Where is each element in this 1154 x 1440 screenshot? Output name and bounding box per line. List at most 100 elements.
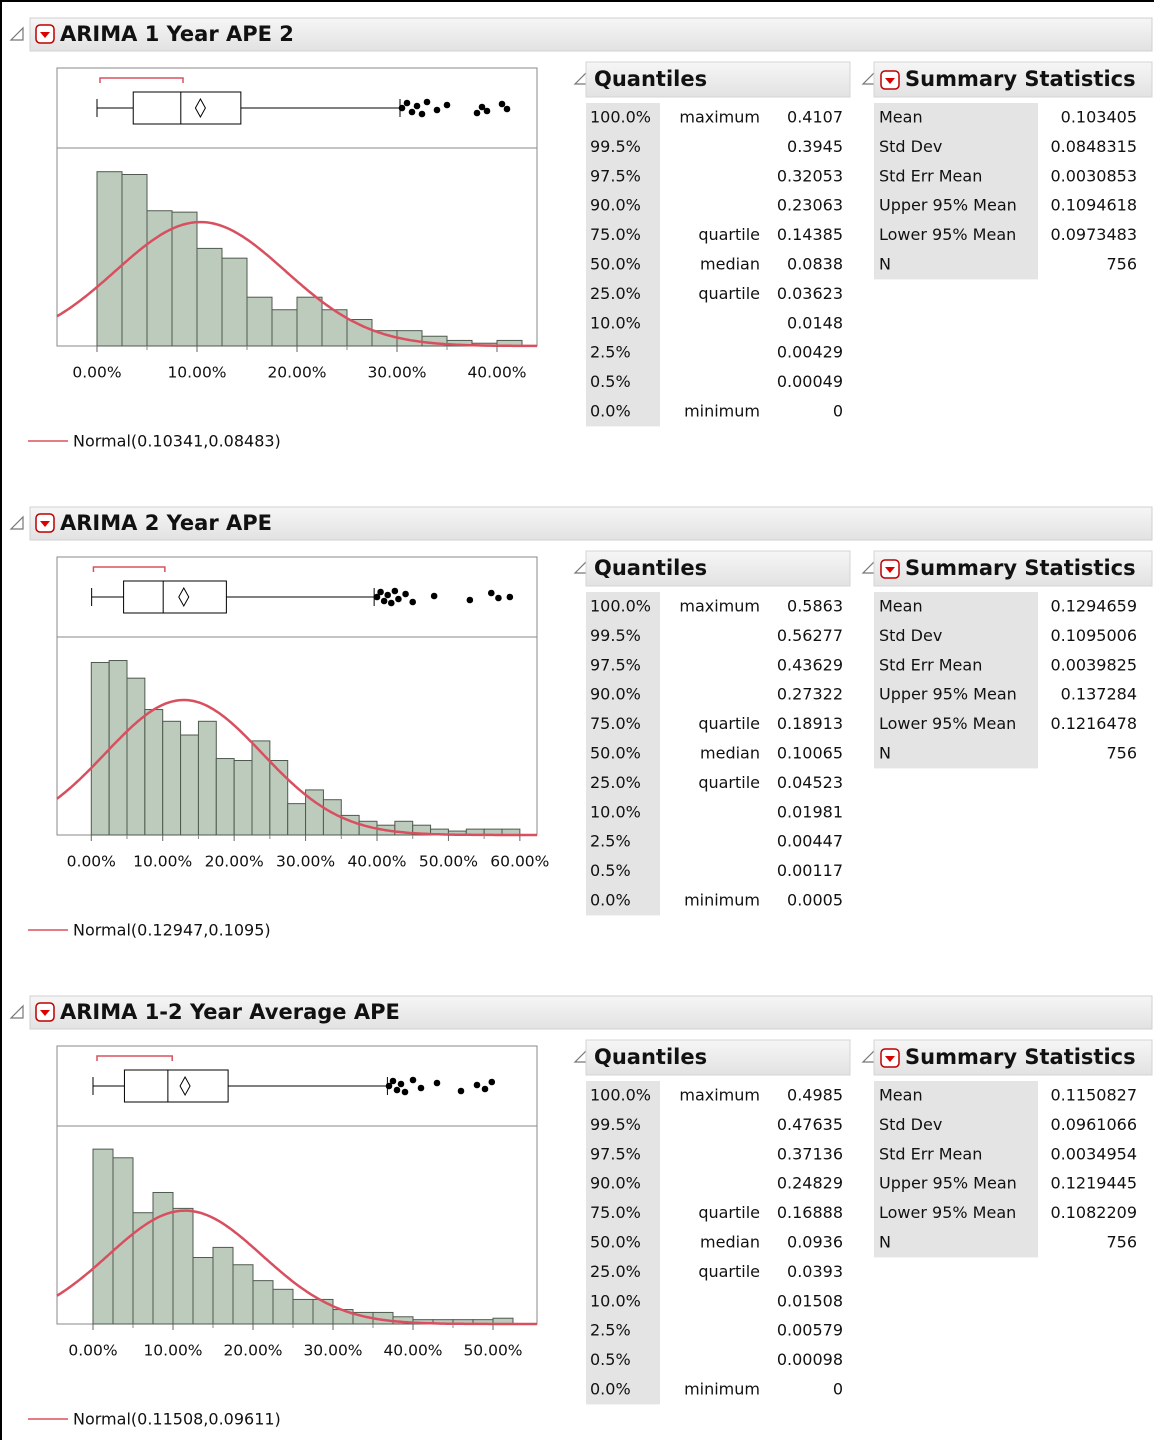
histogram-bar	[312, 1298, 334, 1325]
quantile-value: 0.00098	[777, 1350, 843, 1369]
outlier	[488, 1078, 496, 1086]
disclosure-triangle[interactable]	[9, 515, 24, 530]
stat-value: 0.0961066	[1050, 1115, 1137, 1134]
quantile-value: 0.01508	[777, 1291, 843, 1310]
x-tick-label: 30.00%	[367, 364, 426, 382]
outlier	[395, 595, 402, 603]
quantile-level: 99.5%	[590, 1115, 641, 1134]
quantile-label: median	[700, 1233, 760, 1252]
quantile-level: 0.0%	[590, 1380, 631, 1399]
x-tick-label: 20.00%	[267, 364, 326, 382]
outlier	[495, 594, 502, 602]
x-tick-label: 40.00%	[347, 853, 406, 871]
stat-name: Std Dev	[879, 626, 942, 645]
outlier	[387, 599, 395, 607]
stat-value: 0.1294659	[1050, 597, 1137, 616]
normal-curve	[56, 220, 538, 348]
quantile-level: 75.0%	[590, 714, 641, 733]
histogram-bar	[197, 720, 217, 836]
disclosure-triangle[interactable]	[9, 26, 24, 41]
outlier	[498, 100, 506, 108]
quantile-value: 0.32053	[777, 166, 843, 185]
quantile-level: 97.5%	[590, 166, 641, 185]
stat-value: 756	[1106, 1233, 1137, 1252]
stat-value: 0.0973483	[1050, 225, 1137, 244]
outlier	[443, 101, 451, 109]
panel-header	[585, 550, 851, 587]
outlier	[423, 98, 431, 106]
x-tick-label: 40.00%	[467, 364, 526, 382]
quantile-value: 0.0005	[787, 891, 843, 910]
section-header	[29, 995, 1153, 1030]
outlier	[503, 105, 511, 113]
quantile-value: 0.04523	[777, 773, 843, 792]
quantile-level: 10.0%	[590, 802, 641, 821]
outlier	[398, 104, 406, 112]
outlier	[417, 1084, 425, 1092]
histogram-bar	[271, 309, 298, 347]
histogram-bar	[251, 740, 271, 836]
quantile-label: maximum	[679, 1086, 760, 1105]
histogram-bar	[171, 211, 198, 347]
histogram-bar	[292, 1298, 314, 1325]
x-tick-label: 30.00%	[276, 853, 335, 871]
stat-name: Std Dev	[879, 1115, 942, 1134]
mean-diamond	[194, 97, 206, 119]
histogram-bar	[287, 803, 307, 836]
stat-value: 0.1219445	[1050, 1174, 1137, 1193]
histogram-bar	[196, 247, 223, 347]
x-tick-label: 0.00%	[67, 853, 116, 871]
level-column	[586, 1081, 660, 1405]
quantile-level: 10.0%	[590, 313, 641, 332]
level-column	[586, 103, 660, 427]
outlier	[466, 596, 474, 604]
quantile-value: 0.3945	[787, 137, 843, 156]
stat-value: 0.0848315	[1050, 137, 1137, 156]
panel-header	[873, 61, 1153, 98]
stat-name: Lower 95% Mean	[879, 714, 1016, 733]
level-column	[586, 592, 660, 916]
section-title: ARIMA 1 Year APE 2	[60, 22, 294, 46]
quantile-value: 0.24829	[777, 1174, 843, 1193]
shortest-half	[99, 77, 184, 83]
quantile-value: 0.0148	[787, 313, 843, 332]
name-column	[874, 103, 1038, 280]
quantile-label: median	[700, 255, 760, 274]
outlier	[430, 592, 438, 600]
quantile-value: 0.4985	[787, 1086, 843, 1105]
stat-name: Mean	[879, 597, 923, 616]
disclosure-triangle[interactable]	[9, 1004, 24, 1019]
quantile-value: 0.27322	[777, 685, 843, 704]
panel-title: Quantiles	[594, 1045, 707, 1069]
quantile-value: 0.47635	[777, 1115, 843, 1134]
section-header	[29, 506, 1153, 541]
quantile-level: 90.0%	[590, 685, 641, 704]
histogram-bar	[144, 709, 164, 836]
quantile-level: 25.0%	[590, 284, 641, 303]
stat-value: 0.0030853	[1050, 166, 1137, 185]
histogram-bar	[269, 760, 289, 836]
stat-name: Mean	[879, 1086, 923, 1105]
quantile-value: 0	[833, 402, 843, 421]
quantile-level: 75.0%	[590, 1203, 641, 1222]
outlier	[384, 591, 392, 599]
histogram-bar	[172, 1207, 194, 1325]
quantile-level: 2.5%	[590, 343, 631, 362]
quantile-value: 0.0936	[787, 1233, 843, 1252]
quantile-value: 0.43629	[777, 655, 843, 674]
outlier	[373, 593, 381, 601]
quantile-level: 2.5%	[590, 832, 631, 851]
quantile-level: 0.0%	[590, 891, 631, 910]
box	[132, 91, 242, 125]
quantile-label: minimum	[684, 1380, 760, 1399]
quantile-value: 0.0838	[787, 255, 843, 274]
panel-header	[585, 61, 851, 98]
quantile-level: 50.0%	[590, 744, 641, 763]
x-tick-label: 20.00%	[205, 853, 264, 871]
quantile-value: 0.00429	[777, 343, 843, 362]
quantile-value: 0.00579	[777, 1321, 843, 1340]
stat-value: 756	[1106, 255, 1137, 274]
histogram-bar	[221, 257, 248, 347]
stat-name: Std Err Mean	[879, 1144, 982, 1163]
outlier	[413, 102, 421, 110]
